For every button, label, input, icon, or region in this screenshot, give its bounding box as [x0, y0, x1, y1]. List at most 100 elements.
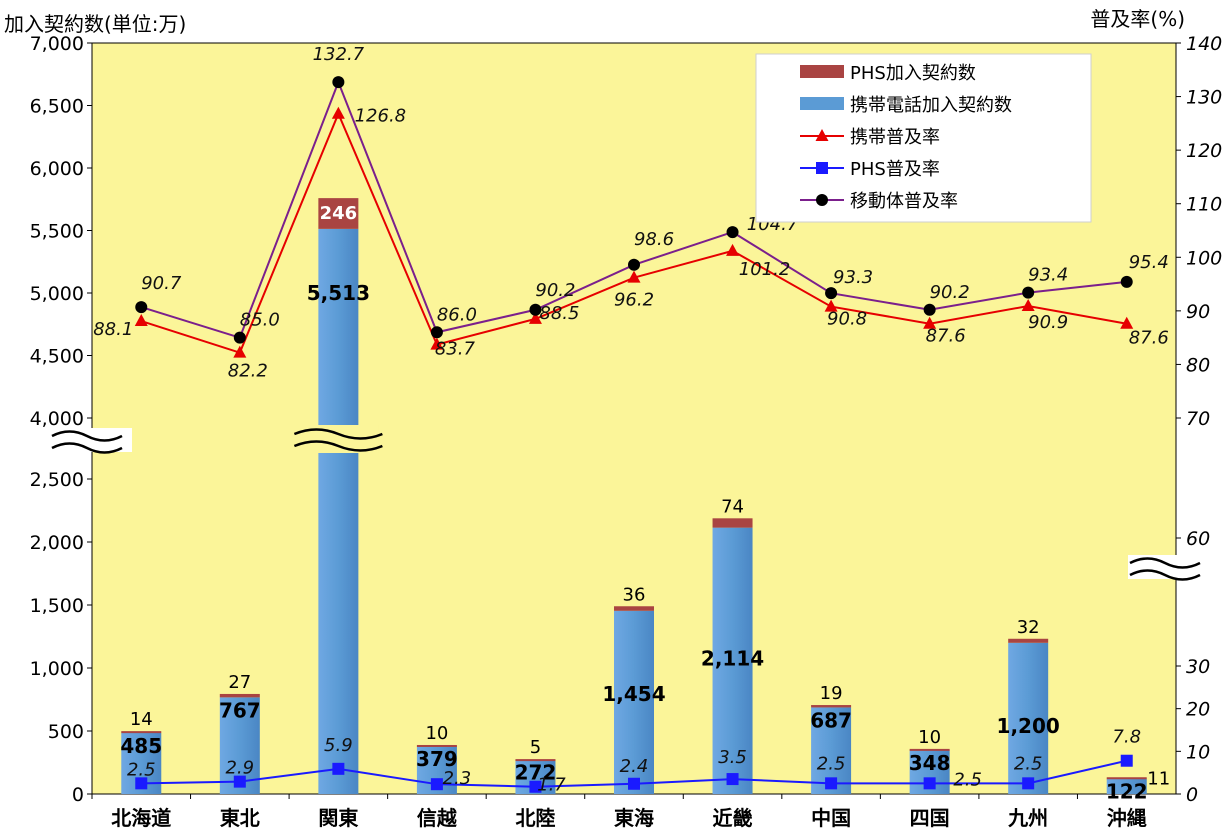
y-tick-label: 5,000 [30, 283, 84, 305]
mobile-total-rate-marker [726, 226, 739, 239]
carrier-rate-label: 88.1 [93, 319, 133, 340]
phs-bar [219, 693, 260, 698]
phs-value-label: 27 [228, 672, 251, 693]
y-tick-label: 4,000 [30, 408, 84, 430]
carrier-rate-marker [430, 337, 444, 350]
y-tick-label: 5,500 [30, 221, 84, 243]
phs-bar [1106, 777, 1147, 780]
phs-bar [515, 759, 556, 762]
y2-tick-label: 0 [1186, 784, 1198, 806]
carrier-rate-label: 90.8 [827, 309, 867, 330]
y2-axis-title: 普及率(%) [1090, 7, 1185, 31]
phs-rate-marker [923, 777, 936, 790]
legend-marker [815, 129, 829, 141]
mobile-value-label: 348 [909, 751, 951, 775]
carrier-rate-marker [233, 345, 247, 358]
phs-bar [1008, 638, 1049, 643]
axis-breaks [48, 425, 1202, 581]
carrier-rate-label: 90.9 [1028, 312, 1068, 333]
y2-tick-label: 100 [1186, 247, 1222, 269]
mobile-total-rate-marker [1022, 286, 1035, 299]
y2-tick-label: 10 [1186, 741, 1210, 763]
mobile-value-label: 1,200 [997, 714, 1060, 738]
phs-rate-marker [825, 777, 838, 790]
y-tick-label: 1,500 [30, 595, 84, 617]
legend-label: PHS加入契約数 [850, 63, 976, 84]
carrier-rate-marker [528, 311, 542, 324]
x-tick-label: 信越 [417, 806, 458, 830]
phs-bar [909, 748, 950, 751]
x-tick-label: 近畿 [713, 806, 753, 830]
mobile-value-label: 5,513 [307, 281, 370, 305]
phs-value-label: 10 [425, 723, 448, 744]
y2-tick-label: 80 [1186, 354, 1210, 376]
mobile-total-rate-label: 132.7 [313, 44, 365, 65]
mobile-value-label: 2,114 [701, 647, 764, 671]
legend-swatch [800, 97, 844, 110]
y2-tick-label: 30 [1186, 656, 1210, 678]
phs-rate-marker [726, 773, 739, 786]
mobile-total-rate-label: 93.3 [833, 267, 873, 288]
y2-tick-label: 20 [1186, 699, 1210, 721]
axis-break-mark [51, 430, 123, 442]
phs-bar [811, 705, 852, 708]
y-tick-label: 4,500 [30, 346, 84, 368]
carrier-rate-marker [134, 314, 148, 327]
y-tick-label: 6,000 [30, 158, 84, 180]
mobile-bar [614, 610, 654, 794]
x-tick-label: 東北 [220, 806, 260, 830]
phs-value-label: 36 [623, 584, 646, 605]
carrier-rate-label: 126.8 [355, 106, 407, 127]
phs-bar [712, 518, 753, 528]
mobile-total-rate-marker [430, 326, 443, 339]
mobile-value-label: 485 [120, 734, 162, 758]
phs-rate-label: 2.9 [225, 758, 254, 779]
y2-tick-label: 120 [1186, 140, 1222, 162]
carrier-rate-marker [923, 316, 937, 329]
legend-label: PHS普及率 [850, 159, 940, 180]
legend-label: 移動体普及率 [850, 191, 958, 212]
phs-rate-marker [1120, 754, 1133, 767]
y-tick-label: 2,500 [30, 469, 84, 491]
bars-layer: 485 14 767 27 5,513 246 379 10 272 5 1,454 36 2,114 7… [120, 198, 1170, 804]
carrier-rate-marker [726, 243, 740, 256]
mobile-total-rate-label: 85.0 [240, 310, 280, 331]
carrier-rate-marker [331, 106, 345, 119]
phs-rate-label: 2.5 [953, 769, 982, 790]
mobile-value-label: 122 [1106, 780, 1148, 804]
phs-rate-marker [628, 777, 640, 790]
mobile-bar [712, 527, 753, 794]
carrier-rate-label: 96.2 [614, 290, 654, 311]
phs-rate-marker [1022, 777, 1035, 790]
phs-value-label: 14 [130, 709, 153, 730]
phs-rate-marker [135, 777, 148, 790]
y2-tick-label: 130 [1186, 87, 1222, 109]
phs-rate-label: 1.7 [537, 775, 566, 796]
mobile-total-rate-marker [1120, 275, 1133, 288]
x-tick-label: 東海 [614, 806, 654, 830]
axis-break-mark [293, 428, 383, 440]
mobile-total-rate-marker [529, 303, 542, 316]
y-tick-label: 500 [48, 721, 84, 743]
mobile-value-label: 687 [810, 708, 852, 732]
mobile-value-label: 272 [515, 761, 557, 785]
x-tick-label: 中国 [811, 806, 851, 830]
carrier-rate-label: 87.6 [926, 326, 966, 347]
phs-rate-label: 5.9 [324, 735, 353, 756]
mobile-total-rate-marker [825, 287, 838, 300]
x-tick-label: 九州 [1007, 806, 1048, 830]
axis-break-mark [1129, 557, 1201, 569]
phs-value-label: 19 [820, 683, 843, 704]
mobile-value-label: 767 [219, 698, 261, 722]
x-tick-label: 四国 [910, 806, 950, 830]
y2-tick-label: 140 [1186, 33, 1222, 55]
mobile-total-rate-marker [628, 258, 640, 271]
carrier-rate-marker [1120, 316, 1134, 329]
phs-value-label: 32 [1017, 617, 1040, 638]
y-tick-label: 6,500 [30, 96, 84, 118]
mobile-total-rate-label: 90.7 [141, 273, 182, 294]
carrier-rate-label: 101.2 [739, 259, 791, 280]
mobile-bar [318, 228, 359, 794]
